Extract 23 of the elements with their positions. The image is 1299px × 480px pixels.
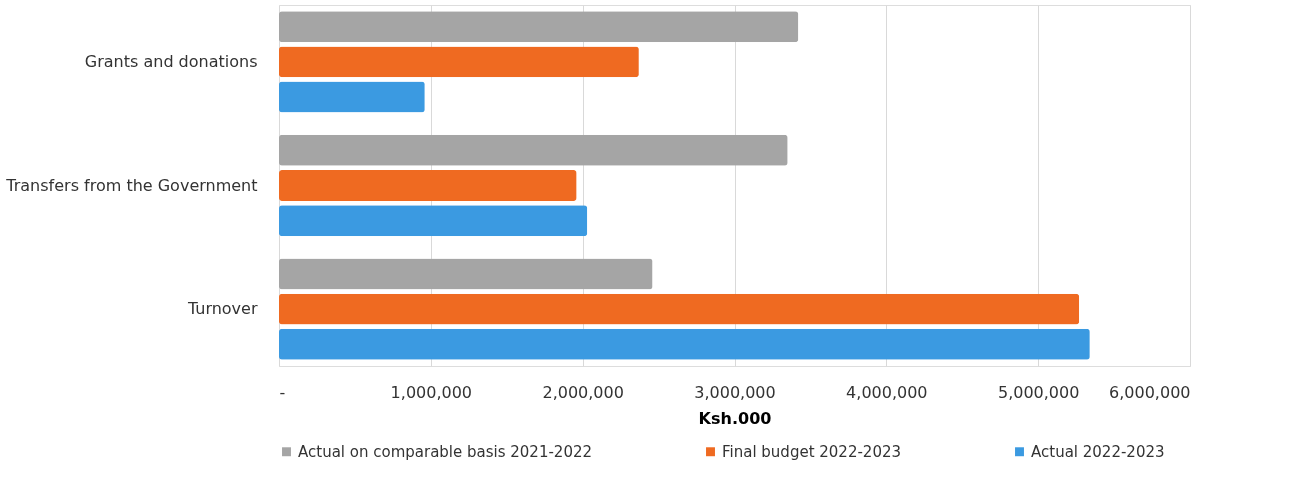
bar bbox=[279, 170, 577, 201]
bar bbox=[279, 293, 1080, 325]
bar bbox=[279, 205, 588, 237]
bar bbox=[279, 328, 1090, 360]
bar bbox=[279, 258, 653, 290]
legend-label: Final budget 2022-2023 bbox=[722, 442, 902, 461]
x-tick-label: 4,000,000 bbox=[846, 382, 928, 402]
y-tick-label: Turnover bbox=[186, 299, 258, 319]
x-tick-label: 3,000,000 bbox=[694, 382, 776, 402]
legend-label: Actual on comparable basis 2021-2022 bbox=[298, 442, 593, 461]
bar bbox=[279, 134, 788, 166]
x-tick-label: 1,000,000 bbox=[390, 382, 473, 402]
x-tick-label: 5,000,000 bbox=[997, 382, 1080, 402]
y-tick-label: Grants and donations bbox=[84, 51, 258, 71]
legend-label: Actual 2022-2023 bbox=[1031, 442, 1165, 461]
bar bbox=[279, 11, 799, 43]
bar bbox=[279, 46, 639, 78]
bar bbox=[279, 81, 425, 113]
x-axis-title: Ksh.000 bbox=[698, 408, 772, 428]
y-tick-label: Transfers from the Government bbox=[5, 175, 258, 195]
x-tick-label: 6,000,000 bbox=[1109, 382, 1191, 402]
x-tick-label: - bbox=[279, 382, 286, 402]
x-tick-label: 2,000,000 bbox=[542, 382, 624, 402]
